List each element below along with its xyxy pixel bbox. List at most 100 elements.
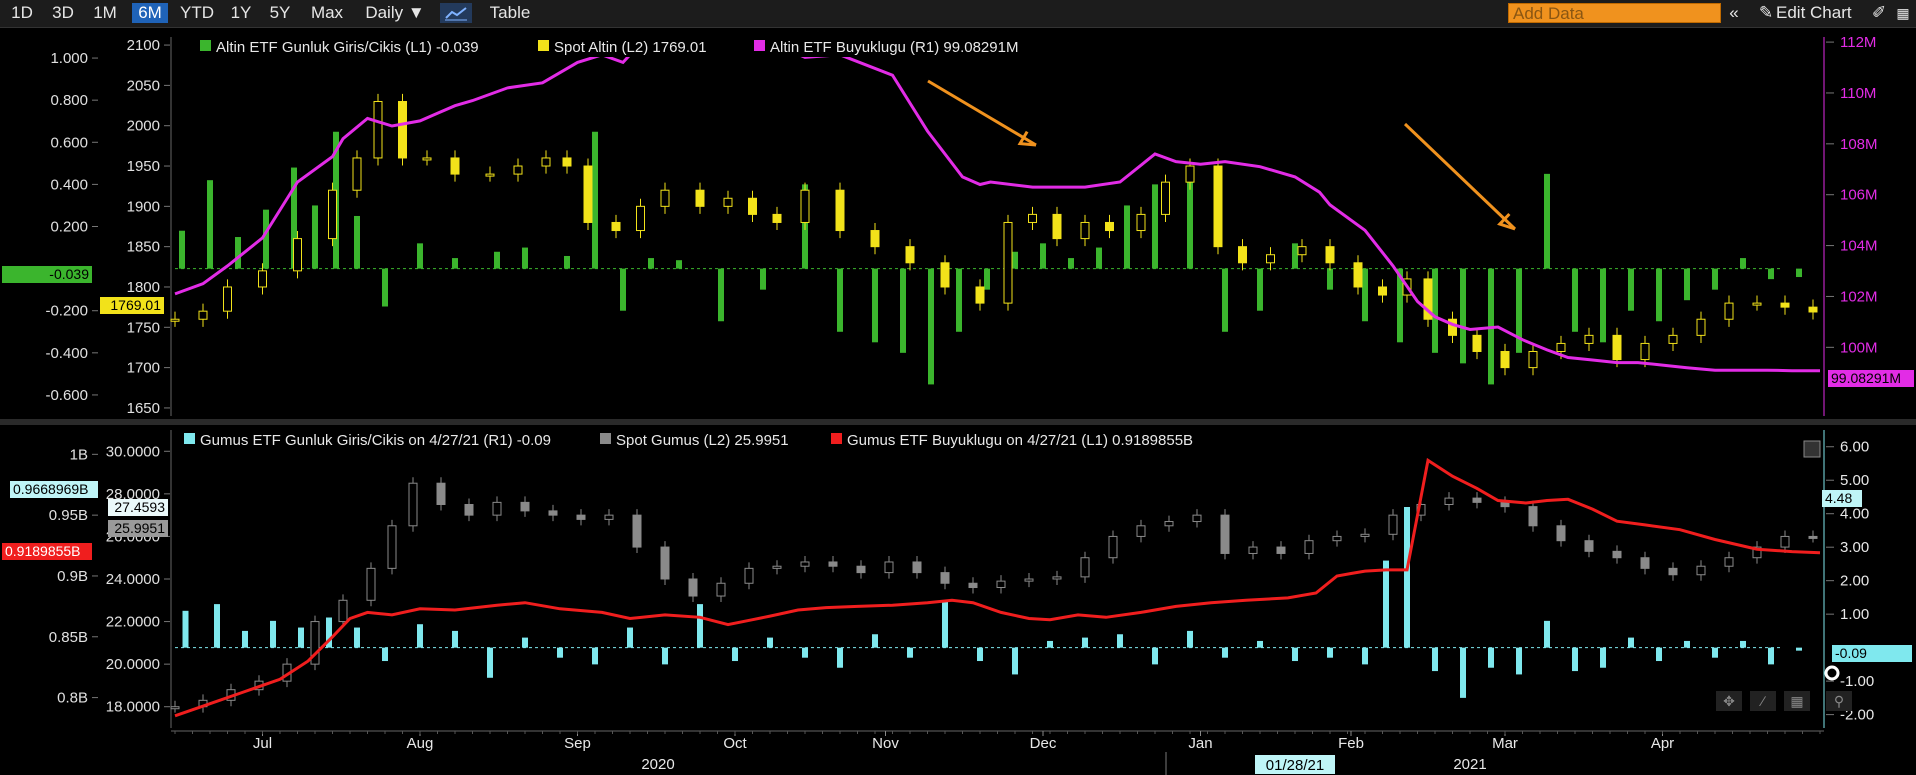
flow-bar xyxy=(270,620,276,648)
price-candle xyxy=(1724,557,1734,567)
interval-dropdown[interactable]: Daily ▼ xyxy=(365,3,425,22)
flow-bar xyxy=(802,647,808,658)
price-candle xyxy=(1164,521,1174,527)
flow-bar xyxy=(760,268,766,290)
flow-bar xyxy=(1124,205,1130,269)
flow-bar xyxy=(1796,268,1802,278)
price-candle xyxy=(1003,221,1013,304)
panel-divider xyxy=(0,419,1916,425)
price-candle xyxy=(1297,246,1307,256)
price-candle xyxy=(660,189,670,207)
range-max-button[interactable]: Max xyxy=(310,3,344,22)
flow-bar xyxy=(1040,243,1046,269)
price-candle xyxy=(1161,181,1170,215)
right-tick-label: 5.00 xyxy=(1840,472,1869,489)
price-candle xyxy=(1360,533,1370,537)
flow-bar xyxy=(182,610,189,648)
price-candle xyxy=(485,173,495,177)
price-candle xyxy=(1192,514,1202,523)
add-data-input[interactable]: Add Data xyxy=(1508,3,1721,23)
flow-bar xyxy=(732,647,738,662)
flow-bar xyxy=(1796,647,1802,651)
flow-bar xyxy=(1257,268,1263,311)
close-icon[interactable]: ▦ xyxy=(1896,5,1910,21)
price-candle xyxy=(1052,213,1062,240)
flow-bar xyxy=(620,268,626,311)
price-candle xyxy=(373,101,383,159)
range-6m-button[interactable]: 6M xyxy=(132,3,168,23)
price-candle xyxy=(1136,213,1146,232)
gold-price-tag: 1769.01 xyxy=(110,297,161,313)
flow-bar xyxy=(564,255,570,269)
price-candle xyxy=(800,189,810,223)
price-candle xyxy=(293,238,302,272)
price-candle xyxy=(1584,540,1594,552)
price-candle xyxy=(408,482,418,527)
price-candle xyxy=(800,561,810,567)
flow-bar xyxy=(1768,268,1774,280)
price-candle xyxy=(1248,546,1258,554)
flow-bar xyxy=(627,627,633,648)
collapse-icon[interactable]: « xyxy=(1729,3,1739,22)
pencil-icon[interactable]: ✎ xyxy=(1758,3,1774,22)
legend-background xyxy=(180,428,1276,450)
edit-icon[interactable]: ✐ xyxy=(1871,3,1887,22)
range-1m-button[interactable]: 1M xyxy=(93,3,117,22)
legend-background xyxy=(196,35,1058,57)
range-1d-button[interactable]: 1D xyxy=(11,3,33,22)
left-inner-tick-label: 2000 xyxy=(127,118,160,135)
flow-bar xyxy=(417,243,423,269)
price-candle xyxy=(548,510,558,516)
left-inner-tick-label: 2050 xyxy=(127,77,160,94)
flow-bar xyxy=(676,260,682,269)
legend-swatch xyxy=(600,433,611,444)
table-button[interactable]: Table xyxy=(489,3,531,22)
right-tick-label: 1.00 xyxy=(1840,606,1869,623)
silver-panel: 1B0.95B0.9B0.85B0.8B30.000028.000026.000… xyxy=(49,428,1874,728)
edit-chart-button[interactable]: Edit Chart xyxy=(1776,3,1852,22)
legend-label: Spot Gumus (L2) 25.9951 xyxy=(616,432,789,449)
range-ytd-button[interactable]: YTD xyxy=(180,3,214,22)
price-candle xyxy=(748,197,757,215)
right-tick-label: 100M xyxy=(1840,339,1878,356)
price-candle xyxy=(422,157,432,161)
flow-bar xyxy=(382,268,388,307)
right-tick-label: 104M xyxy=(1840,238,1878,255)
left-outer-tick-label: 0.95B xyxy=(49,507,88,524)
price-candle xyxy=(1472,497,1482,503)
month-label: Aug xyxy=(407,735,434,752)
chart-toolbar: 1D 3D 1M 6M YTD 1Y 5Y Max Daily ▼ Table … xyxy=(0,0,1916,28)
flow-bar xyxy=(1117,634,1123,648)
range-5y-button[interactable]: 5Y xyxy=(269,3,291,22)
price-candle xyxy=(1528,350,1538,369)
price-candle xyxy=(1640,557,1650,569)
price-candle xyxy=(1668,567,1678,576)
crosshair-date-label: 01/28/21 xyxy=(1266,757,1324,774)
crosshair-date-bg xyxy=(1255,755,1335,774)
flow-bar xyxy=(872,268,878,343)
price-candle xyxy=(1238,246,1247,264)
left-outer-tick-label: 0.200 xyxy=(50,219,88,236)
left-outer-tick-label: 0.800 xyxy=(50,92,88,109)
flow-bar xyxy=(907,647,913,658)
chart-type-button[interactable] xyxy=(440,3,472,23)
price-candle xyxy=(1378,286,1387,296)
flow-bar xyxy=(1628,637,1634,648)
price-candle xyxy=(1696,565,1706,576)
left-inner-tick-label: 18.0000 xyxy=(106,699,160,716)
flow-bar xyxy=(1152,647,1158,665)
left-inner-tick-label: 1950 xyxy=(127,158,160,175)
price-candle xyxy=(541,157,551,167)
flow-bar xyxy=(179,230,185,269)
price-candle xyxy=(583,165,593,223)
price-candle xyxy=(772,565,782,569)
price-candle xyxy=(1388,514,1398,535)
trend-arrow-head xyxy=(1017,130,1037,147)
legend-swatch xyxy=(754,40,765,51)
flow-bar xyxy=(1012,647,1018,675)
range-3d-button[interactable]: 3D xyxy=(52,3,74,22)
price-candle xyxy=(387,525,397,569)
price-candle xyxy=(1220,514,1230,554)
range-1y-button[interactable]: 1Y xyxy=(230,3,252,22)
price-candle xyxy=(576,514,586,520)
